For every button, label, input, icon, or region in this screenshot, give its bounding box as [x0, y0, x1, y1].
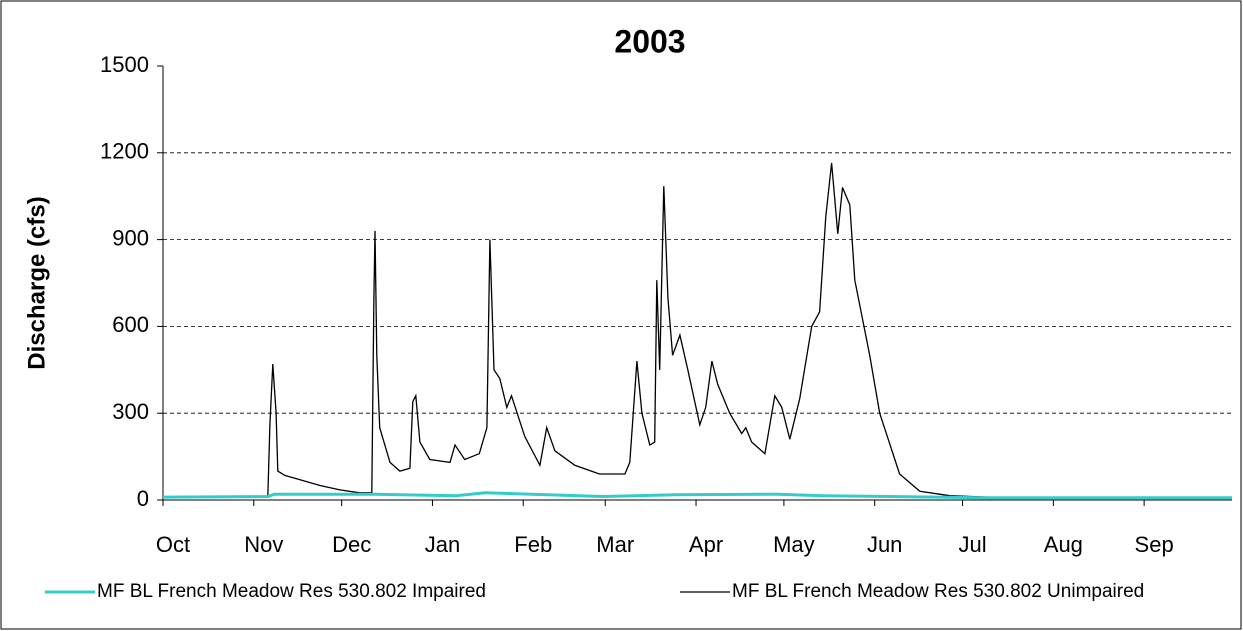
x-tick-label: Oct	[156, 532, 190, 557]
y-tick-label: 1200	[100, 139, 149, 164]
x-tick-label: Jan	[425, 532, 460, 557]
x-tick-label: Mar	[596, 532, 634, 557]
legend-label: MF BL French Meadow Res 530.802 Unimpair…	[732, 581, 1144, 602]
x-tick-label: Dec	[332, 532, 371, 557]
legend-label: MF BL French Meadow Res 530.802 Impaired	[97, 581, 486, 602]
y-tick-label: 0	[137, 486, 149, 511]
x-tick-label: Sep	[1135, 532, 1174, 557]
y-tick-label: 600	[112, 312, 149, 337]
y-tick-label: 300	[112, 399, 149, 424]
x-tick-label: May	[773, 532, 815, 557]
y-tick-label: 900	[112, 225, 149, 250]
x-tick-label: Jul	[958, 532, 986, 557]
y-tick-label: 1500	[100, 52, 149, 77]
x-tick-label: Jun	[867, 532, 902, 557]
x-tick-label: Apr	[689, 532, 723, 557]
series-line	[162, 491, 1232, 500]
chart-title: 2003	[614, 23, 685, 59]
y-axis-label: Discharge (cfs)	[23, 196, 50, 369]
series-line	[163, 162, 1232, 499]
x-tick-label: Aug	[1044, 532, 1083, 557]
x-tick-label: Feb	[514, 532, 552, 557]
x-tick-label: Nov	[244, 532, 283, 557]
